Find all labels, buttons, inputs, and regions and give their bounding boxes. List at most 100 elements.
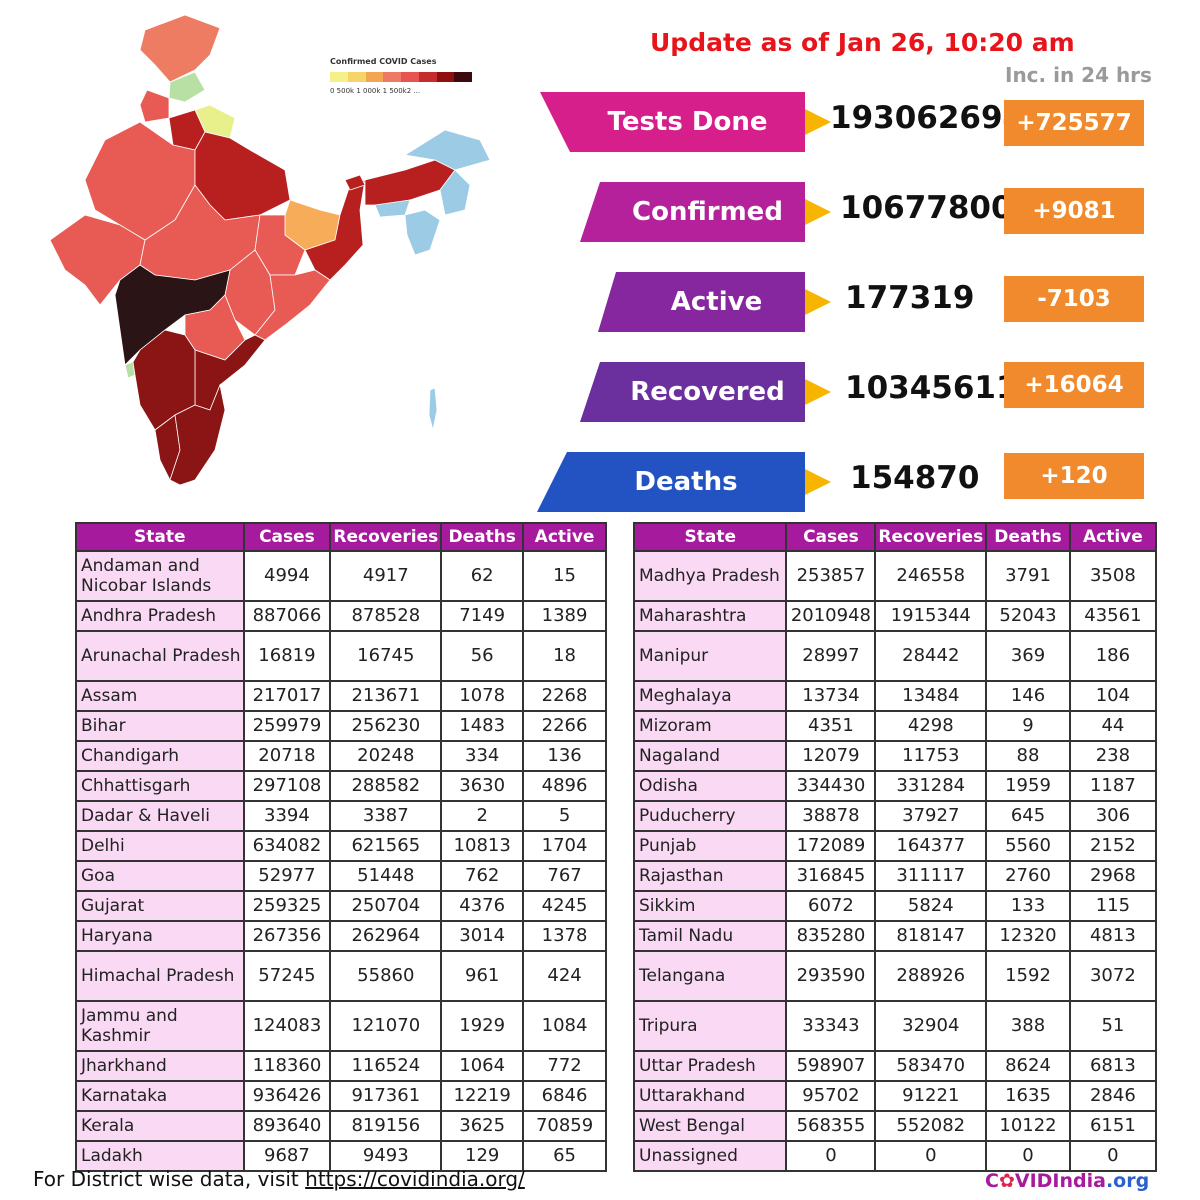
table-row: Madhya Pradesh 253857 246558 3791 3508 (632, 550, 1158, 602)
deaths-cell: 56 (440, 630, 525, 682)
deaths-cell: 388 (985, 1000, 1071, 1052)
table-row: Andaman and Nicobar Islands 4994 4917 62 15 (75, 550, 607, 602)
map-region-jammu-kashmir (139, 14, 221, 83)
confirmed-banner: Confirmed (580, 182, 805, 242)
deaths-cell: 7149 (440, 600, 525, 632)
state-name-cell: Himachal Pradesh (75, 950, 245, 1002)
column-header-deaths: Deaths (440, 522, 525, 552)
deaths-cell: 10122 (985, 1110, 1071, 1142)
state-name-cell: Maharashtra (632, 600, 788, 632)
cases-cell: 634082 (242, 830, 332, 862)
table-row: Mizoram 4351 4298 9 44 (632, 710, 1158, 742)
footer-link[interactable]: https://covidindia.org/ (305, 1167, 525, 1191)
cases-cell: 124083 (242, 1000, 332, 1052)
state-name-cell: Karnataka (75, 1080, 245, 1112)
rec-cell: 819156 (329, 1110, 443, 1142)
map-region-andaman (428, 387, 438, 431)
cases-cell: 95702 (785, 1080, 877, 1112)
rec-cell: 288926 (874, 950, 988, 1002)
rec-cell: 213671 (329, 680, 443, 712)
deaths-cell: 334 (440, 740, 525, 772)
state-name-cell: Manipur (632, 630, 788, 682)
legend-swatch (383, 72, 401, 82)
state-name-cell: Delhi (75, 830, 245, 862)
active-cell: 4813 (1068, 920, 1158, 952)
recovered-banner: Recovered (580, 362, 805, 422)
table-row: Assam 217017 213671 1078 2268 (75, 680, 607, 712)
active-cell: 306 (1068, 800, 1158, 832)
deaths-value: 154870 (850, 460, 980, 496)
column-header-recoveries: Recoveries (874, 522, 988, 552)
active-cell: 2152 (1068, 830, 1158, 862)
active-cell: 1378 (522, 920, 607, 952)
active-cell: 1704 (522, 830, 607, 862)
deaths-cell: 1064 (440, 1050, 525, 1082)
rec-cell: 250704 (329, 890, 443, 922)
column-header-deaths: Deaths (985, 522, 1071, 552)
deaths-banner: Deaths (537, 452, 805, 512)
table-row: Ladakh 9687 9493 129 65 (75, 1140, 607, 1172)
active-cell: 2266 (522, 710, 607, 742)
state-name-cell: Jammu and Kashmir (75, 1000, 245, 1052)
active-cell: 2968 (1068, 860, 1158, 892)
footer-text: For District wise data, visit (33, 1167, 306, 1191)
brand-part-name: VIDIndia (1014, 1170, 1106, 1192)
active-cell: 6846 (522, 1080, 607, 1112)
table-row: Punjab 172089 164377 5560 2152 (632, 830, 1158, 862)
arrow-right-icon (805, 379, 831, 405)
rec-cell: 116524 (329, 1050, 443, 1082)
cases-cell: 52977 (242, 860, 332, 892)
cases-cell: 253857 (785, 550, 877, 602)
rec-cell: 1915344 (874, 600, 988, 632)
cases-cell: 297108 (242, 770, 332, 802)
table-row: Andhra Pradesh 887066 878528 7149 1389 (75, 600, 607, 632)
active-cell: 4245 (522, 890, 607, 922)
rec-cell: 37927 (874, 800, 988, 832)
state-name-cell: Ladakh (75, 1140, 245, 1172)
state-name-cell: West Bengal (632, 1110, 788, 1142)
confirmed-increase: +9081 (1004, 188, 1144, 234)
state-name-cell: Kerala (75, 1110, 245, 1142)
tests-done-value: 193062694 (830, 100, 1025, 136)
deaths-cell: 9 (985, 710, 1071, 742)
state-name-cell: Gujarat (75, 890, 245, 922)
active-value: 177319 (845, 280, 975, 316)
cases-cell: 568355 (785, 1110, 877, 1142)
table-row: Meghalaya 13734 13484 146 104 (632, 680, 1158, 712)
states-table-left: State Cases Recoveries Deaths Active Andaman… (75, 522, 607, 1172)
cases-cell: 293590 (785, 950, 877, 1002)
table-row: Manipur 28997 28442 369 186 (632, 630, 1158, 682)
cases-cell: 316845 (785, 860, 877, 892)
cases-cell: 334430 (785, 770, 877, 802)
deaths-cell: 10813 (440, 830, 525, 862)
table-row: Chandigarh 20718 20248 334 136 (75, 740, 607, 772)
cases-cell: 4351 (785, 710, 877, 742)
cases-cell: 259979 (242, 710, 332, 742)
table-row: Dadar & Haveli 3394 3387 2 5 (75, 800, 607, 832)
arrow-right-icon (805, 289, 831, 315)
column-header-active: Active (1068, 522, 1158, 552)
legend-swatch (365, 72, 384, 82)
active-cell: 767 (522, 860, 607, 892)
legend-swatch (401, 72, 419, 82)
cases-cell: 0 (785, 1140, 877, 1172)
active-cell: 1389 (522, 600, 607, 632)
brand-part-tld: .org (1105, 1170, 1150, 1192)
confirmed-value: 10677800 (840, 190, 1013, 226)
rec-cell: 288582 (329, 770, 443, 802)
deaths-cell: 2760 (985, 860, 1071, 892)
state-name-cell: Andhra Pradesh (75, 600, 245, 632)
rec-cell: 9493 (329, 1140, 443, 1172)
deaths-cell: 4376 (440, 890, 525, 922)
state-name-cell: Uttar Pradesh (632, 1050, 788, 1082)
active-cell: 238 (1068, 740, 1158, 772)
state-name-cell: Odisha (632, 770, 788, 802)
table-header-row: State Cases Recoveries Deaths Active (75, 522, 607, 552)
column-header-recoveries: Recoveries (329, 522, 443, 552)
deaths-cell: 1929 (440, 1000, 525, 1052)
deaths-cell: 3791 (985, 550, 1071, 602)
rec-cell: 256230 (329, 710, 443, 742)
active-cell: 65 (522, 1140, 607, 1172)
deaths-cell: 8624 (985, 1050, 1071, 1082)
state-name-cell: Nagaland (632, 740, 788, 772)
